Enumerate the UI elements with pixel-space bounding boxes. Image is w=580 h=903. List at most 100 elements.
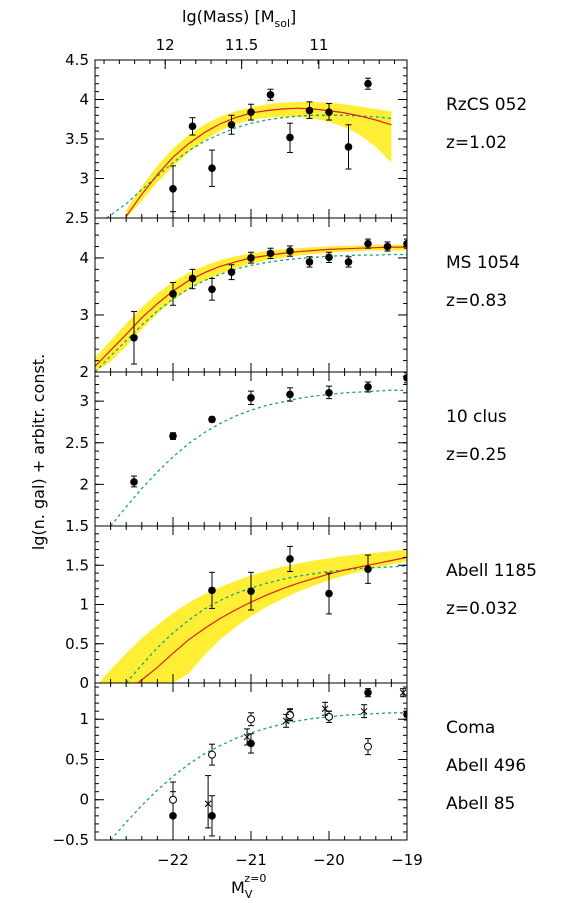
marker-filled xyxy=(247,254,255,262)
data-point xyxy=(208,795,216,837)
y-tick-label: 1 xyxy=(79,596,89,614)
top-tick-label: 11.5 xyxy=(225,36,258,54)
marker-filled xyxy=(305,106,314,115)
marker-filled xyxy=(266,249,275,258)
data-point xyxy=(227,114,236,135)
x-axis-title-sup: z=0 xyxy=(244,872,266,885)
marker-filled xyxy=(208,164,216,173)
marker-filled xyxy=(325,253,333,262)
marker-filled xyxy=(364,383,372,391)
y-tick-label: 0.5 xyxy=(65,750,89,768)
confidence-band xyxy=(95,244,407,372)
y-tick-label: 1.5 xyxy=(65,556,89,574)
marker-filled xyxy=(247,587,255,595)
marker-filled xyxy=(227,120,236,129)
data-point xyxy=(227,264,236,281)
x-tick-label: −20 xyxy=(313,851,345,869)
marker-filled xyxy=(130,478,138,486)
marker-cross xyxy=(204,800,212,808)
plot-area-ms1054 xyxy=(95,238,407,372)
marker-filled xyxy=(208,415,216,424)
plot-area-tenclus xyxy=(110,372,407,526)
x-tick-label: −22 xyxy=(157,851,189,869)
panel-label: z=0.25 xyxy=(446,445,507,465)
marker-cross xyxy=(243,733,251,741)
model-curve xyxy=(110,389,407,526)
marker-filled xyxy=(266,90,275,99)
marker-filled xyxy=(364,565,372,573)
marker-filled xyxy=(286,247,294,255)
data-point xyxy=(364,238,372,249)
marker-filled xyxy=(169,184,177,193)
top-axis-title-main: lg(Mass) [M xyxy=(182,7,275,26)
panel-label: Coma xyxy=(446,718,495,738)
data-point xyxy=(208,277,216,301)
panel-abell1185: 0 0.5 1 1.5 Abell 1185 z=0.032 xyxy=(65,525,537,692)
data-point xyxy=(383,241,392,252)
panel-frame xyxy=(94,682,408,841)
data-point xyxy=(208,743,216,766)
data-point xyxy=(286,387,294,402)
panel-label: Abell 1185 xyxy=(446,561,537,581)
top-axis-title-sub: sol xyxy=(275,17,291,30)
marker-filled xyxy=(325,389,333,397)
data-point xyxy=(243,728,251,746)
marker-filled xyxy=(403,710,407,719)
top-tick-label: 12 xyxy=(156,36,175,54)
panel-rzcs: 2.5 3 3.5 4 4.5 RzCS 052 z=1.02 xyxy=(65,51,527,227)
data-point xyxy=(305,256,314,268)
x-axis-title-sub: V xyxy=(245,888,253,901)
data-point xyxy=(325,572,333,615)
data-point xyxy=(286,122,294,153)
panel-label: MS 1054 xyxy=(446,253,520,273)
panel-label: Abell 496 xyxy=(446,756,526,776)
fit-curve xyxy=(137,556,407,683)
model-curve xyxy=(110,712,407,840)
top-axis-title: lg(Mass) [Msol] xyxy=(182,7,296,30)
model-curve xyxy=(95,253,407,372)
y-tick-label: 0 xyxy=(79,674,89,692)
marker-filled xyxy=(130,333,138,342)
marker-filled xyxy=(305,258,314,266)
data-point xyxy=(286,245,294,257)
panel-label: Abell 85 xyxy=(446,794,515,814)
marker-filled xyxy=(247,108,255,116)
marker-filled xyxy=(169,290,177,298)
marker-filled xyxy=(325,108,333,116)
marker-cross xyxy=(399,689,407,697)
panel-frame xyxy=(94,217,408,373)
marker-open xyxy=(364,742,372,751)
data-point xyxy=(360,704,368,719)
data-point xyxy=(247,103,255,121)
x-tick-label: −21 xyxy=(235,851,267,869)
y-tick-label: 0.5 xyxy=(65,635,89,653)
marker-open xyxy=(247,715,255,724)
marker-filled xyxy=(169,432,177,440)
y-tick-label: 0 xyxy=(79,791,89,809)
data-point xyxy=(247,733,255,754)
data-point xyxy=(325,710,333,723)
marker-filled xyxy=(344,143,353,151)
confidence-band xyxy=(126,101,392,218)
y-tick-label: 2 xyxy=(79,363,89,381)
x-tick-label: −19 xyxy=(391,851,423,869)
marker-filled xyxy=(325,589,333,598)
y-tick-label: 2 xyxy=(79,475,89,493)
data-point xyxy=(266,88,275,101)
data-point xyxy=(364,77,372,90)
panel-label: z=1.02 xyxy=(446,133,507,153)
y-tick-label: −0.5 xyxy=(53,831,89,849)
y-tick-label: 2.5 xyxy=(65,209,89,227)
marker-filled xyxy=(344,258,353,266)
y-tick-label: 4.5 xyxy=(65,51,89,69)
model-curve xyxy=(106,114,392,218)
data-point xyxy=(286,545,294,573)
data-point xyxy=(247,712,255,727)
data-point xyxy=(169,781,177,818)
data-point xyxy=(208,149,216,187)
plot-area-rzcs xyxy=(106,77,392,218)
data-point xyxy=(325,102,333,121)
data-point xyxy=(325,251,333,263)
marker-filled xyxy=(227,268,236,276)
x-axis-title-main: M xyxy=(231,878,245,897)
